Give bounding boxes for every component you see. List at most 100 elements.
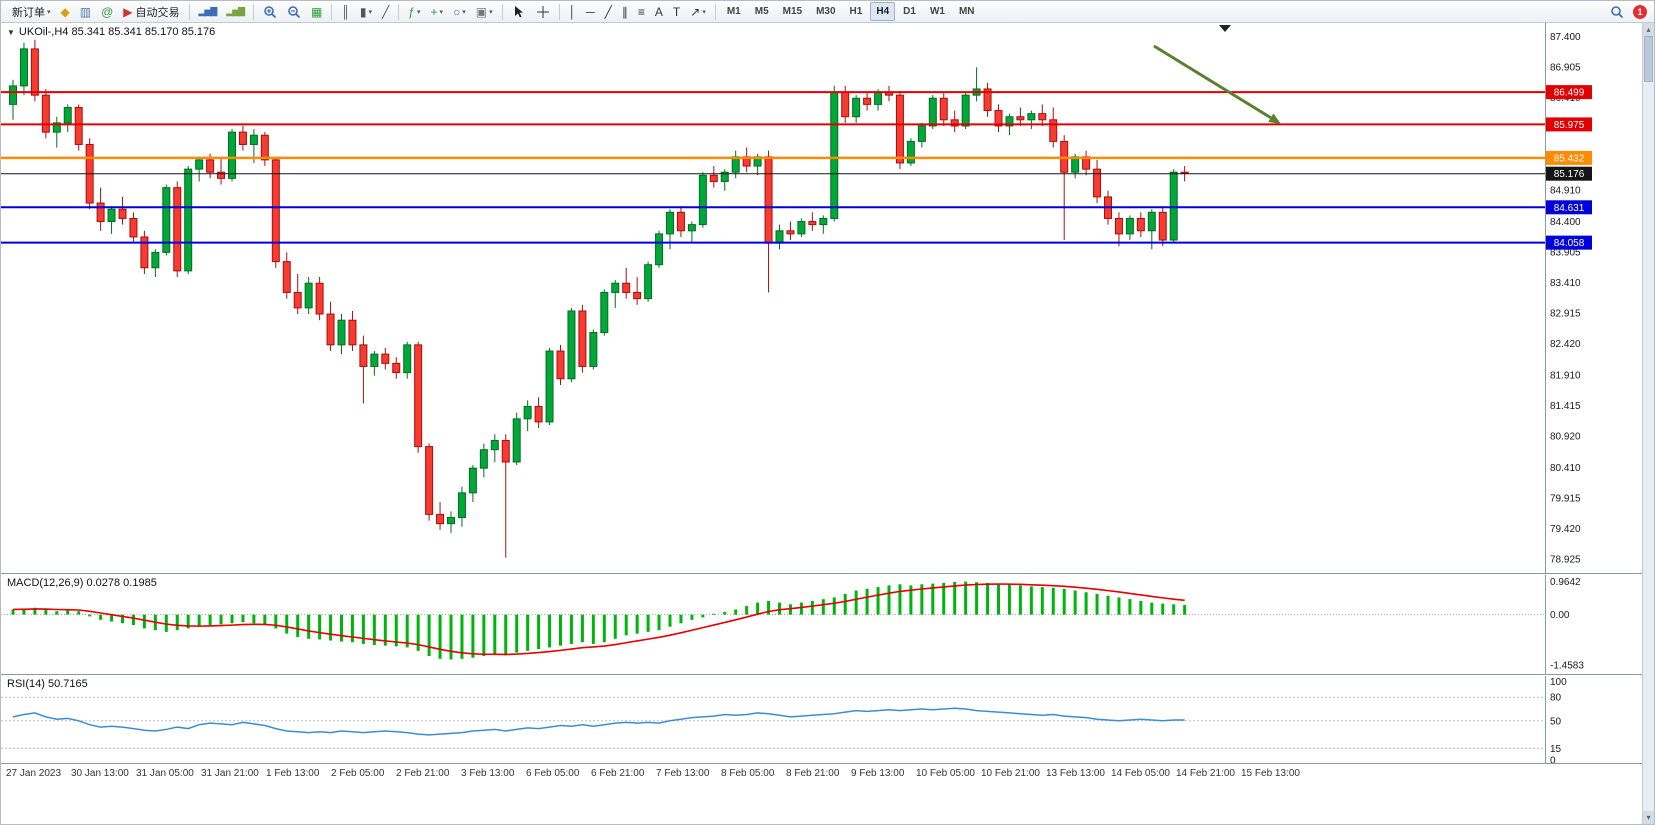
autotrading-button[interactable]: ▶ 自动交易 [119,2,183,21]
rsi-axis-label: 100 [1550,677,1567,688]
channel-icon-glyph: ∥ [621,4,628,19]
rsi-axis-label: 0 [1550,756,1556,764]
line-chart-type-icon-glyph: ╱ [382,4,390,19]
macd-axis-label: 0.00 [1550,610,1570,621]
horizontal-line-icon[interactable]: ─ [582,2,599,21]
timeframe-m30[interactable]: M30 [816,6,836,17]
price-axis-label: 83.410 [1550,278,1581,289]
new-order-button-label: 新订单 [12,6,45,19]
time-axis-label: 10 Feb 05:00 [916,768,975,779]
time-axis-label: 14 Feb 05:00 [1111,768,1170,779]
chevron-down-icon: ▾ [702,8,706,16]
crosshair-icon[interactable] [532,2,554,21]
chart-symbol-header: ▼ UKOil-,H4 85.341 85.341 85.170 85.176 [7,26,215,38]
rsi-canvas[interactable]: 100 80 50 150 [1,676,1644,764]
camera-icon[interactable]: ▣ ▾ [472,2,497,21]
chart-window: ▼ UKOil-,H4 85.341 85.341 85.170 85.176 … [1,23,1644,824]
chart-upload-icon[interactable]: ▂▅▇ [195,2,221,21]
macd-axis-label: 0.9642 [1550,577,1581,588]
text-label-icon[interactable]: T [669,2,684,21]
timeframe-d1[interactable]: D1 [903,6,916,17]
arrows-icon[interactable]: ↗ ▾ [686,2,710,21]
macd-header: MACD(12,26,9) 0.0278 0.1985 [7,577,157,589]
toolbar-separator [501,3,503,20]
trend-arrow-annotation[interactable] [1153,44,1281,124]
timeframe-mn[interactable]: MN [958,6,975,17]
timeframe-m15[interactable]: M15 [782,6,803,17]
scrollbar-thumb[interactable] [1644,36,1653,82]
candlestick-type-icon[interactable]: ▮ ▾ [356,2,376,21]
line-chart-type-icon[interactable]: ╱ [378,2,393,21]
macd-canvas[interactable]: 0.9642 0.00 -1.4583 [1,575,1644,675]
periods-icon[interactable]: ○ ▾ [449,2,470,21]
notification-badge[interactable]: 1 [1633,4,1647,19]
time-axis-label: 2 Feb 05:00 [331,768,385,779]
bar-chart-type-icon[interactable]: ║ [337,2,354,21]
chevron-down-icon: ▾ [489,8,493,16]
time-axis[interactable]: 27 Jan 2023 30 Jan 13:00 31 Jan 05:00 31 Ja… [1,763,1644,784]
price-axis-label: 81.415 [1550,401,1581,412]
price-axis[interactable]: 87.40086.90586.41084.91084.40083.90583.4… [1550,32,1581,566]
toolbar-separator [558,3,560,20]
cross-glyph [536,5,549,18]
fibonacci-icon[interactable]: ≡ [634,2,649,21]
main-chart-canvas[interactable]: 87.40086.90586.41084.91084.40083.90583.4… [1,23,1644,573]
scroll-down-arrow[interactable]: ▾ [1643,811,1654,824]
rsi-label: RSI(14) 50.7165 [7,678,88,690]
price-badge-85.432: 85.432 [1546,150,1592,165]
magminus-glyph [288,5,301,18]
time-axis-label: 31 Jan 05:00 [136,768,194,779]
scroll-up-arrow[interactable]: ▴ [1643,23,1654,36]
magplus-glyph [264,5,277,18]
zoom-in-icon[interactable] [259,2,281,21]
chevron-down-icon[interactable]: ▼ [7,27,15,37]
candlestick-type-icon-glyph: ▮ [359,4,367,19]
text-icon-glyph: A [654,4,663,19]
svg-text:85.432: 85.432 [1554,153,1585,164]
toolbar-separator [714,3,716,20]
timeframe-m5[interactable]: M5 [754,6,769,17]
time-axis-label: 7 Feb 13:00 [656,768,710,779]
price-axis-label: 80.410 [1550,463,1581,474]
autotrading-glyph: ▶ [123,4,133,19]
timeframe-w1[interactable]: W1 [929,6,945,17]
text-icon[interactable]: A [651,2,667,21]
market-watch-icon[interactable]: ◆ [57,2,74,21]
toolbar-separator [398,3,400,20]
rsi-axis-label: 50 [1550,716,1562,727]
time-axis-label: 1 Feb 13:00 [266,768,320,779]
rsi-panel: RSI(14) 50.7165 100 80 50 15 0 [1,674,1644,764]
chevron-down-icon: ▾ [47,8,51,16]
svg-text:84.058: 84.058 [1554,238,1585,249]
chart-shift-marker[interactable] [1219,25,1231,32]
price-axis-label: 87.400 [1550,32,1581,43]
channel-icon[interactable]: ∥ [618,2,632,21]
timeframe-m1[interactable]: M1 [726,6,741,17]
timeframe-group: M1 M5 M15 M30 H1 H4 D1 W1 MN [720,2,982,21]
tile-windows-icon[interactable]: ▦ [307,2,326,21]
data-window-icon[interactable]: ▥ [76,2,95,21]
periods-icon-glyph: ○ [453,4,461,19]
camera-icon-glyph: ▣ [475,4,488,19]
new-order-button[interactable]: 新订单 ▾ [5,2,55,21]
trendline-icon[interactable]: ╱ [601,2,616,21]
crosshair-tool-icon-glyph: + [430,4,438,19]
indicators-icon[interactable]: ƒ ▾ [404,2,424,21]
price-axis-label: 79.915 [1550,494,1581,505]
horizontal-line-icon-glyph: ─ [586,4,595,19]
chart-report-icon[interactable]: ▂▅▇ [222,2,248,21]
main-chart-panel: ▼ UKOil-,H4 85.341 85.341 85.170 85.176 … [1,23,1644,573]
price-badge-84.631: 84.631 [1546,200,1592,215]
chevron-down-icon: ▾ [368,8,373,16]
community-icon[interactable]: @ [97,2,117,21]
time-axis-label: 15 Feb 13:00 [1241,768,1300,779]
timeframe-h1[interactable]: H1 [849,6,863,17]
vertical-scrollbar[interactable]: ▴ ▾ [1642,23,1654,824]
search-icon[interactable] [1606,2,1628,21]
crosshair-tool-icon[interactable]: + ▾ [426,2,447,21]
zoom-out-icon[interactable] [283,2,305,21]
cursor-icon[interactable] [508,2,530,21]
timeframe-h4[interactable]: H4 [870,2,896,21]
vertical-line-icon[interactable]: │ [565,2,581,21]
